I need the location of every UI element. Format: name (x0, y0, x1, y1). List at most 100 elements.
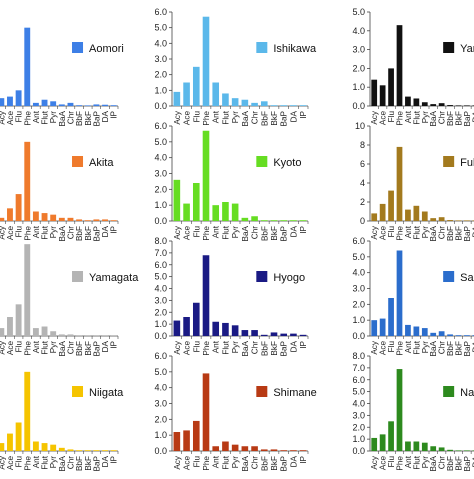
x-tick-label: BaP (463, 225, 472, 241)
x-tick-label: IP (110, 110, 119, 118)
x-tick-label: Flu (192, 226, 201, 238)
x-tick-label: Flu (192, 341, 201, 353)
x-tick-label: Flu (15, 111, 24, 123)
y-tick-label: 4.0 (154, 38, 167, 48)
y-tick-label: 5.0 (154, 367, 167, 377)
legend-swatch (443, 386, 455, 397)
bar-phe (24, 141, 31, 221)
bar-da (290, 333, 297, 336)
x-tick-label: BkF (84, 111, 93, 126)
x-tick-label: Chr (438, 226, 447, 239)
bar-bap (280, 450, 288, 451)
x-tick-label: Flut (41, 225, 50, 239)
bar-chr (438, 331, 445, 336)
x-tick-label: Chr (251, 111, 260, 124)
bar-acy (371, 320, 378, 336)
bar-flu (388, 68, 394, 106)
bar-chr (438, 103, 445, 106)
x-tick-label: Phe (202, 456, 211, 471)
y-tick-label: 3.0 (352, 410, 365, 420)
bar-ip (299, 220, 307, 221)
bar-chr (67, 334, 74, 336)
legend-label: Yama (460, 43, 474, 55)
y-tick-label: 1.0 (154, 85, 167, 95)
x-tick-label: BaA (429, 225, 438, 241)
x-tick-label: Flu (387, 341, 396, 353)
bar-bbf (260, 101, 268, 106)
bar-acy (0, 98, 5, 106)
x-tick-label: DA (289, 340, 298, 352)
legend-label: Fuku (460, 157, 474, 169)
bar-da (290, 105, 297, 106)
x-tick-label: BaP (92, 455, 101, 471)
x-tick-label: IP (299, 455, 308, 463)
y-tick-label: 0.0 (352, 331, 365, 341)
legend-label: Aomori (89, 43, 124, 55)
legend-swatch (72, 386, 84, 397)
legend-swatch (256, 386, 268, 397)
y-tick-label: 3.0 (154, 54, 167, 64)
bar-acy (0, 328, 5, 336)
bar-baa (241, 217, 249, 221)
legend-label: Akita (89, 157, 114, 169)
x-tick-label: DA (101, 225, 110, 237)
x-tick-label: Phe (396, 226, 405, 241)
x-tick-label: Phe (202, 226, 211, 241)
bar-ant (32, 102, 39, 106)
bar-pyr (50, 331, 57, 336)
x-tick-label: DA (101, 455, 110, 467)
x-tick-label: BbF (446, 456, 455, 471)
panel-nagano: 0.0 1.0 2.0 3.04.0 5.0 6.0 7.0 8.0 Acy Ace Flu Phe A… (352, 351, 474, 471)
bar-bap (464, 450, 470, 451)
x-tick-label: BbF (75, 111, 84, 126)
bar-ant (405, 441, 411, 451)
x-tick-label: BkF (455, 456, 464, 471)
x-tick-label: BbF (260, 456, 269, 471)
x-tick-label: IP (110, 225, 119, 233)
bar-flu (388, 421, 394, 451)
x-tick-label: Flu (15, 456, 24, 468)
x-tick-label: Ace (379, 341, 388, 356)
bar-flu (15, 194, 22, 221)
x-tick-label: BaA (58, 225, 67, 241)
x-tick-label: Ace (183, 111, 192, 126)
legend-label: Yamagata (89, 272, 139, 284)
x-tick-label: Acy (0, 110, 6, 125)
bar-ant (212, 321, 220, 336)
x-tick-label: Chr (251, 456, 260, 469)
y-tick-label: 6 (360, 159, 365, 169)
y-tick-label: 3.0 (352, 284, 365, 294)
x-tick-label: Flut (221, 340, 230, 354)
bar-baa (430, 332, 437, 336)
legend-label: Niigata (89, 387, 124, 399)
y-tick-label: 5.0 (154, 272, 167, 282)
bar-bap (93, 335, 100, 336)
bar-flut (41, 213, 48, 221)
bar-bap (464, 335, 470, 336)
bar-pyr (50, 214, 57, 221)
x-tick-label: Ant (212, 455, 221, 468)
bar-ace (183, 82, 190, 106)
x-tick-label: Flut (221, 455, 230, 469)
bar-bbf (260, 449, 268, 451)
x-tick-label: BaA (429, 340, 438, 356)
x-tick-label: Ant (404, 110, 413, 123)
bar-baa (58, 104, 65, 106)
x-tick-label: Ace (6, 226, 15, 241)
bar-flut (222, 441, 229, 451)
x-tick-label: Chr (66, 456, 75, 469)
bar-phe (24, 27, 31, 107)
x-tick-label: Acy (370, 110, 379, 125)
x-tick-label: Flut (412, 110, 421, 124)
bar-chr (438, 217, 445, 221)
x-tick-label: DA (471, 110, 474, 122)
y-tick-label: 1.0 (352, 82, 365, 92)
x-tick-label: BaP (92, 340, 101, 356)
bar-phe (396, 369, 403, 451)
legend-label: Sa (460, 272, 474, 284)
bar-flut (222, 93, 229, 106)
y-tick-label: 2 (360, 197, 365, 207)
x-tick-label: Pyr (49, 111, 58, 124)
y-tick-label: 8.0 (154, 236, 167, 246)
y-tick-label: 10 (355, 121, 365, 131)
